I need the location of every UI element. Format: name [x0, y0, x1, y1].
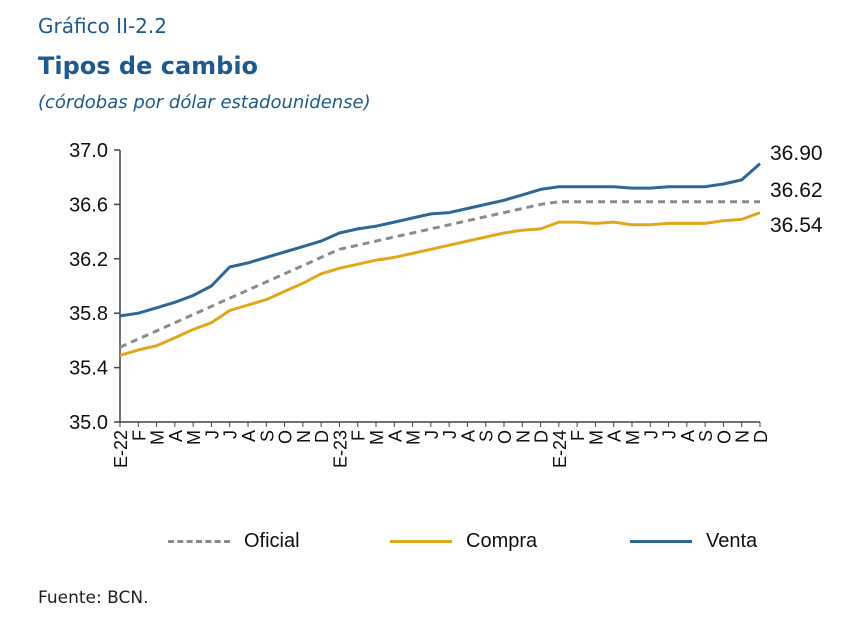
x-tick-label: J	[440, 430, 460, 439]
x-tick-label: J	[422, 430, 442, 439]
end-label-oficial: 36.62	[770, 179, 823, 202]
legend: Oficial Compra Venta	[0, 530, 844, 560]
x-tick-label: E-24	[550, 430, 570, 468]
y-tick-label: 35.8	[69, 303, 108, 325]
x-tick-label: M	[586, 430, 606, 445]
x-tick-label: N	[294, 430, 314, 443]
x-tick-label: S	[257, 430, 277, 442]
x-tick-label: E-22	[111, 430, 131, 468]
legend-swatch-venta	[630, 540, 692, 543]
figure-label: Gráfico II-2.2	[38, 14, 167, 38]
x-tick-label: A	[385, 430, 405, 442]
legend-label-compra: Compra	[466, 530, 538, 552]
x-tick-label: M	[367, 430, 387, 445]
x-tick-label: M	[623, 430, 643, 445]
x-tick-label: A	[605, 430, 625, 442]
x-tick-label: J	[202, 430, 222, 439]
series-line-compra	[119, 211, 761, 357]
legend-item-oficial: Oficial	[168, 530, 300, 553]
x-tick-label: D	[312, 430, 332, 443]
x-tick-label: O	[276, 430, 296, 444]
x-tick-label: A	[458, 430, 478, 442]
chart-subtitle: (córdobas por dólar estadounidense)	[38, 92, 371, 113]
chart-title: Tipos de cambio	[38, 52, 259, 80]
x-tick-label: A	[678, 430, 698, 442]
legend-item-compra: Compra	[390, 530, 537, 553]
x-tick-label: F	[129, 430, 149, 441]
x-tick-label: F	[568, 430, 588, 441]
x-tick-label: M	[404, 430, 424, 445]
x-tick-label: O	[714, 430, 734, 444]
y-tick-label: 36.2	[69, 249, 108, 271]
x-tick-label: N	[513, 430, 533, 443]
x-tick-label: J	[660, 430, 680, 439]
legend-label-venta: Venta	[706, 530, 758, 552]
end-label-venta: 36.90	[770, 142, 823, 165]
line-chart: 35.035.435.836.236.637.0E-22FMAMJJASONDE…	[69, 140, 823, 468]
x-tick-label: A	[239, 430, 259, 442]
x-tick-label: D	[751, 430, 771, 443]
source-note: Fuente: BCN.	[38, 588, 149, 608]
legend-swatch-compra	[390, 540, 452, 543]
x-tick-label: D	[532, 430, 552, 443]
x-tick-label: J	[641, 430, 661, 439]
x-tick-label: S	[696, 430, 716, 442]
end-label-compra: 36.54	[770, 214, 823, 237]
y-tick-label: 35.4	[69, 358, 108, 380]
x-tick-label: J	[221, 430, 241, 439]
x-tick-label: E-23	[330, 430, 350, 468]
x-tick-label: S	[477, 430, 497, 442]
y-tick-label: 35.0	[69, 412, 108, 434]
legend-swatch-oficial	[168, 540, 230, 543]
series-line-venta	[119, 162, 761, 318]
x-tick-label: F	[349, 430, 369, 441]
x-tick-label: O	[495, 430, 515, 444]
x-tick-label: A	[166, 430, 186, 442]
y-tick-label: 37.0	[69, 140, 108, 162]
legend-label-oficial: Oficial	[244, 530, 300, 552]
x-tick-label: N	[733, 430, 753, 443]
x-tick-label: M	[148, 430, 168, 445]
y-tick-label: 36.6	[69, 194, 108, 216]
x-tick-label: M	[184, 430, 204, 445]
legend-item-venta: Venta	[630, 530, 757, 553]
